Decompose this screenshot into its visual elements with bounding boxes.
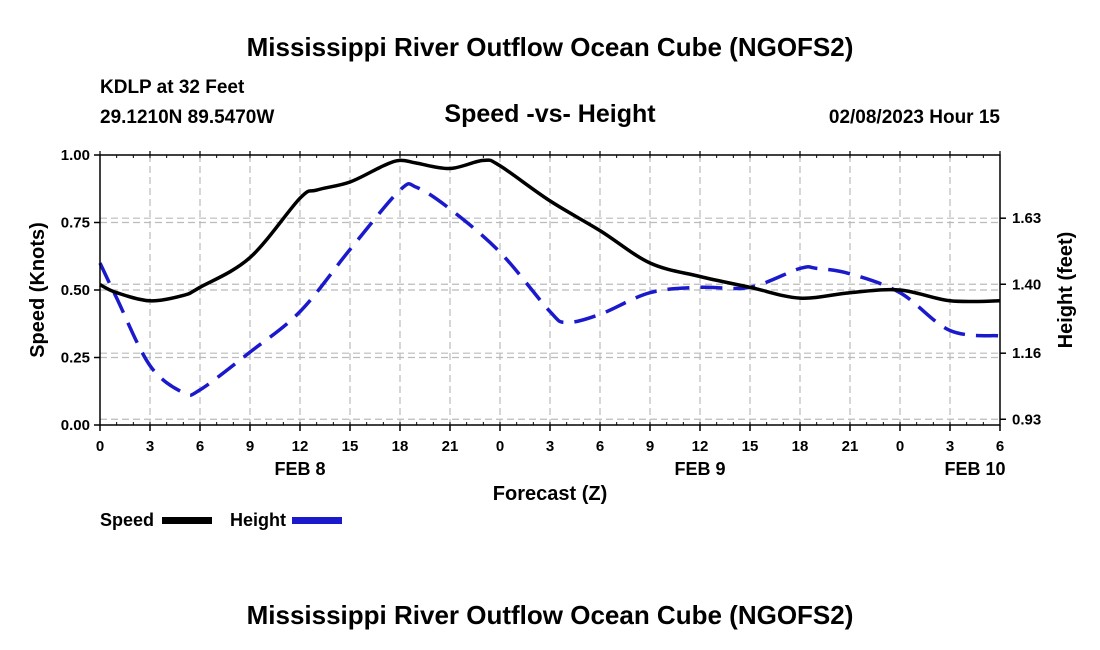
x-tick-label: 18	[792, 438, 809, 455]
x-tick-label: 12	[292, 438, 309, 455]
chart-title: Mississippi River Outflow Ocean Cube (NG…	[246, 32, 854, 62]
x-tick-label: 3	[946, 438, 954, 455]
x-axis-title: Forecast (Z)	[493, 483, 607, 505]
legend-speed-label: Speed	[100, 510, 155, 530]
x-date-label: FEB 10	[944, 459, 1005, 479]
x-tick-label: 15	[342, 438, 359, 455]
station-label: KDLP at 32 Feet	[100, 77, 245, 98]
axes: 0 3 6 9 12 15 18 21 0 3 6 9 12 15 18 21 0 3 6 0.00 0.25 0.50 0…	[27, 147, 1077, 505]
x-tick-label: 3	[146, 438, 154, 455]
footer-title: Mississippi River Outflow Ocean Cube (NG…	[246, 600, 854, 630]
y-right-axis-title: Height (feet)	[1055, 232, 1077, 349]
x-tick-label: 21	[442, 438, 459, 455]
height-series-line	[98, 181, 1001, 398]
x-tick-label: 0	[96, 438, 104, 455]
grid-lines	[100, 155, 1000, 425]
x-date-label: FEB 8	[274, 459, 325, 479]
series-lines	[98, 158, 1001, 398]
x-tick-label: 0	[496, 438, 504, 455]
x-tick-label: 6	[596, 438, 604, 455]
x-tick-label: 9	[646, 438, 654, 455]
x-date-label: FEB 9	[674, 459, 725, 479]
x-tick-label: 6	[996, 438, 1004, 455]
legend-height-label: Height	[230, 510, 286, 530]
timestamp-label: 02/08/2023 Hour 15	[828, 107, 1000, 128]
coordinates-label: 29.1210N 89.5470W	[100, 107, 275, 128]
y-left-tick-label: 0.00	[61, 417, 90, 434]
x-tick-label: 21	[842, 438, 859, 455]
x-tick-label: 15	[742, 438, 759, 455]
x-tick-label: 9	[246, 438, 254, 455]
speed-series-line	[99, 158, 1001, 304]
y-left-tick-label: 1.00	[61, 147, 90, 164]
legend-height-swatch	[292, 517, 342, 524]
y-right-tick-label: 1.16	[1012, 345, 1041, 362]
y-left-tick-label: 0.75	[61, 215, 90, 232]
x-tick-label: 3	[546, 438, 554, 455]
x-tick-label: 18	[392, 438, 409, 455]
x-tick-label: 0	[896, 438, 904, 455]
y-right-tick-label: 1.40	[1012, 276, 1041, 293]
x-tick-label: 6	[196, 438, 204, 455]
legend-speed-swatch	[162, 517, 212, 524]
y-left-tick-label: 0.50	[61, 282, 90, 299]
x-tick-label: 12	[692, 438, 709, 455]
chart-subtitle: Speed -vs- Height	[444, 100, 656, 128]
y-right-tick-label: 1.63	[1012, 210, 1041, 227]
y-right-tick-label: 0.93	[1012, 411, 1041, 428]
y-left-axis-title: Speed (Knots)	[27, 222, 49, 358]
y-left-tick-label: 0.25	[61, 350, 90, 367]
